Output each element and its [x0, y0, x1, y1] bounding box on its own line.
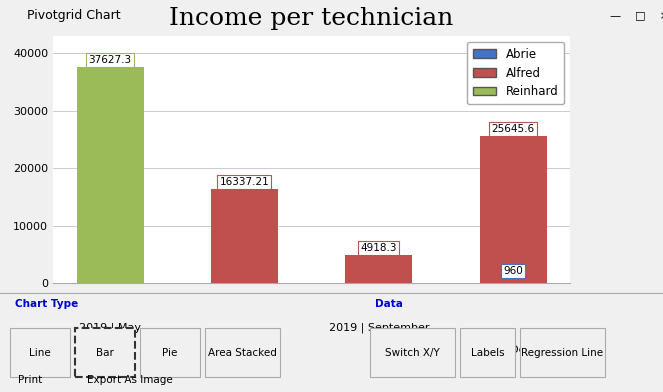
Text: Export As Image: Export As Image: [87, 375, 173, 385]
Bar: [10, 328, 70, 377]
Text: —    □    ×: — □ ×: [610, 11, 663, 20]
Bar: [140, 328, 200, 377]
Text: Bar: Bar: [96, 348, 114, 358]
Text: 2019 | October: 2019 | October: [471, 344, 555, 355]
Bar: [75, 328, 135, 377]
Text: 2019 | May: 2019 | May: [79, 322, 141, 332]
Bar: [370, 328, 455, 377]
Text: 960: 960: [503, 266, 523, 276]
Text: Pie: Pie: [162, 348, 178, 358]
Text: 4918.3: 4918.3: [361, 243, 397, 253]
Bar: [205, 328, 280, 377]
Legend: Abrie, Alfred, Reinhard: Abrie, Alfred, Reinhard: [467, 42, 564, 104]
Bar: [211, 189, 278, 283]
Bar: [460, 328, 515, 377]
Text: Print: Print: [18, 375, 42, 385]
Text: 25645.6: 25645.6: [491, 123, 534, 134]
Text: Area Stacked: Area Stacked: [208, 348, 277, 358]
Title: Income per technician: Income per technician: [170, 7, 453, 30]
Bar: [479, 278, 547, 283]
Bar: [479, 136, 547, 283]
Text: 2019 | September: 2019 | September: [329, 322, 429, 332]
Text: Pivotgrid Chart: Pivotgrid Chart: [27, 9, 120, 22]
Bar: [520, 328, 605, 377]
Text: Data: Data: [375, 299, 403, 309]
Text: Labels: Labels: [471, 348, 505, 358]
Text: 37627.3: 37627.3: [89, 55, 132, 65]
Bar: [345, 255, 412, 283]
Bar: [76, 67, 144, 283]
Text: 16337.21: 16337.21: [219, 177, 269, 187]
Text: Regression Line: Regression Line: [521, 348, 603, 358]
Text: Switch X/Y: Switch X/Y: [385, 348, 440, 358]
Text: Chart Type: Chart Type: [15, 299, 78, 309]
Text: Line: Line: [29, 348, 51, 358]
Text: 2019 | July: 2019 | July: [215, 344, 274, 355]
